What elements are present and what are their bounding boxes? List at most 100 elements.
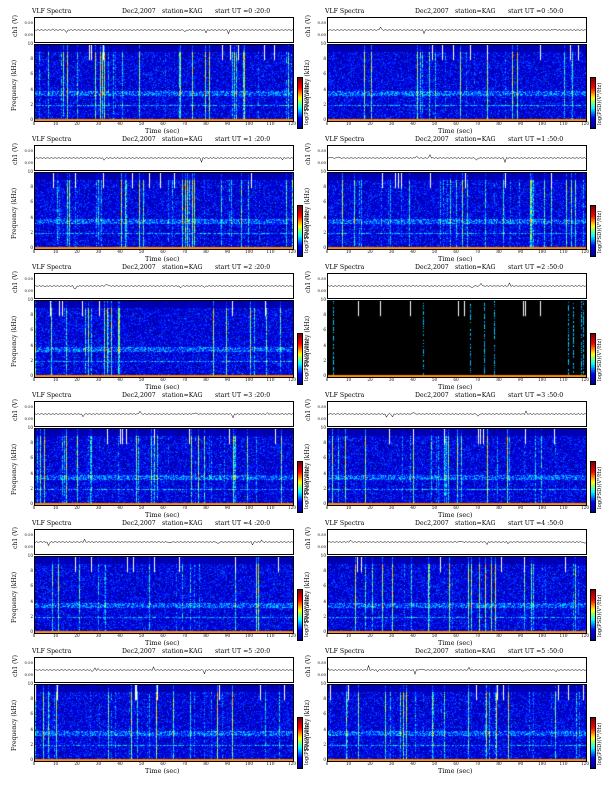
spectrogram-panel: VLF Spectra Dec2,2007 station=KAG start UT … (10, 391, 312, 519)
frequency-tick-label: 10 (26, 553, 33, 558)
time-tick-label: 110 (558, 633, 570, 638)
time-tick-label: 100 (243, 249, 255, 254)
waveform-y-label: ch1 (V) (12, 15, 19, 37)
waveform-trace (35, 402, 293, 426)
time-tick-label: 20 (364, 249, 376, 254)
waveform-tick-label: 0.00 (20, 32, 33, 37)
colorbar (590, 205, 596, 257)
time-tick-label: 30 (93, 249, 105, 254)
panel-date: Dec2,2007 (415, 520, 449, 527)
spectrogram-image (328, 45, 586, 121)
time-tick-label: 80 (200, 633, 212, 638)
frequency-tick-label: 2 (26, 358, 33, 363)
colorbar (590, 77, 596, 129)
time-tick-label: 30 (386, 761, 398, 766)
waveform-line (35, 157, 293, 162)
spectrogram-plot (34, 300, 294, 378)
panel-date: Dec2,2007 (415, 136, 449, 143)
panel-station: station=KAG (162, 648, 203, 655)
panel-title-bar: VLF Spectra Dec2,2007 station=KAG start UT … (303, 647, 605, 657)
time-tick-label: 110 (265, 505, 277, 510)
time-tick-label: 80 (493, 249, 505, 254)
time-tick-label: 80 (493, 121, 505, 126)
frequency-tick-label: 8 (26, 56, 33, 61)
waveform-tick-label: 0.50 (313, 660, 326, 665)
time-tick-label: 80 (200, 761, 212, 766)
spectrogram-image (328, 557, 586, 633)
time-tick-label: 90 (515, 377, 527, 382)
panel-date: Dec2,2007 (415, 392, 449, 399)
time-tick-label: 100 (243, 121, 255, 126)
waveform-plot (34, 17, 294, 43)
frequency-tick-label: 10 (26, 425, 33, 430)
panel-title-bar: VLF Spectra Dec2,2007 station=KAG start UT … (303, 7, 605, 17)
spectrogram-plot (327, 44, 587, 122)
time-tick-label: 70 (472, 633, 484, 638)
waveform-tick-label: 0.50 (20, 532, 33, 537)
waveform-tick-label: 0.00 (20, 544, 33, 549)
time-tick-label: 20 (71, 633, 83, 638)
time-tick-label: 30 (386, 249, 398, 254)
panel-start-time: start UT =5 :20:0 (215, 648, 270, 655)
time-tick-label: 110 (558, 121, 570, 126)
time-tick-label: 90 (222, 761, 234, 766)
spectrogram-plot (34, 428, 294, 506)
spectrogram-panel: VLF Spectra Dec2,2007 station=KAG start UT … (303, 519, 605, 647)
time-axis-label: Time (sec) (145, 127, 179, 135)
waveform-y-label: ch1 (V) (12, 527, 19, 549)
frequency-tick-label: 8 (319, 56, 326, 61)
spectrogram-panel: VLF Spectra Dec2,2007 station=KAG start UT … (303, 263, 605, 391)
time-tick-label: 60 (157, 633, 169, 638)
waveform-y-label: ch1 (V) (12, 655, 19, 677)
spectrogram-panel: VLF Spectra Dec2,2007 station=KAG start UT … (303, 135, 605, 263)
frequency-tick-label: 6 (26, 455, 33, 460)
frequency-axis-label: Frequency (kHz) (304, 444, 311, 495)
time-tick-label: 0 (28, 761, 40, 766)
time-tick-label: 70 (472, 761, 484, 766)
frequency-tick-label: 4 (26, 343, 33, 348)
time-tick-label: 50 (136, 505, 148, 510)
panel-station: station=KAG (162, 264, 203, 271)
time-axis-label: Time (sec) (145, 255, 179, 263)
spectrogram-image (35, 557, 293, 633)
frequency-axis-label: Frequency (kHz) (304, 572, 311, 623)
time-tick-label: 110 (558, 377, 570, 382)
waveform-tick-label: 0.00 (313, 672, 326, 677)
frequency-axis-label: Frequency (kHz) (304, 188, 311, 239)
frequency-tick-label: 10 (319, 169, 326, 174)
time-tick-label: 90 (222, 633, 234, 638)
time-tick-label: 0 (28, 121, 40, 126)
frequency-axis-label: Frequency (kHz) (11, 316, 18, 367)
waveform-plot (327, 657, 587, 683)
waveform-tick-label: 0.00 (313, 288, 326, 293)
waveform-trace (328, 146, 586, 170)
frequency-tick-label: 6 (26, 711, 33, 716)
frequency-tick-label: 10 (319, 425, 326, 430)
time-tick-label: 30 (93, 633, 105, 638)
panel-start-time: start UT =2 :20:0 (215, 264, 270, 271)
frequency-axis-label: Frequency (kHz) (11, 444, 18, 495)
frequency-tick-label: 2 (319, 358, 326, 363)
spectrogram-image (35, 429, 293, 505)
panel-start-time: start UT =3 :50:0 (508, 392, 563, 399)
time-tick-label: 30 (93, 377, 105, 382)
panel-title-bar: VLF Spectra Dec2,2007 station=KAG start UT … (10, 647, 312, 657)
colorbar-label: log(PSD)(V²/Hz) (597, 467, 603, 509)
panel-station: station=KAG (162, 136, 203, 143)
time-tick-label: 30 (386, 377, 398, 382)
frequency-tick-label: 6 (26, 583, 33, 588)
waveform-tick-label: 0.50 (20, 660, 33, 665)
time-tick-label: 40 (114, 121, 126, 126)
time-axis-label: Time (sec) (145, 767, 179, 775)
frequency-tick-label: 4 (319, 215, 326, 220)
time-tick-label: 90 (515, 121, 527, 126)
time-tick-label: 100 (536, 377, 548, 382)
panel-station: station=KAG (455, 136, 496, 143)
panel-start-time: start UT =4 :50:0 (508, 520, 563, 527)
frequency-tick-label: 8 (319, 312, 326, 317)
waveform-line (35, 411, 293, 418)
time-tick-label: 70 (472, 121, 484, 126)
waveform-line (35, 539, 293, 545)
frequency-tick-label: 4 (319, 343, 326, 348)
time-tick-label: 10 (343, 377, 355, 382)
